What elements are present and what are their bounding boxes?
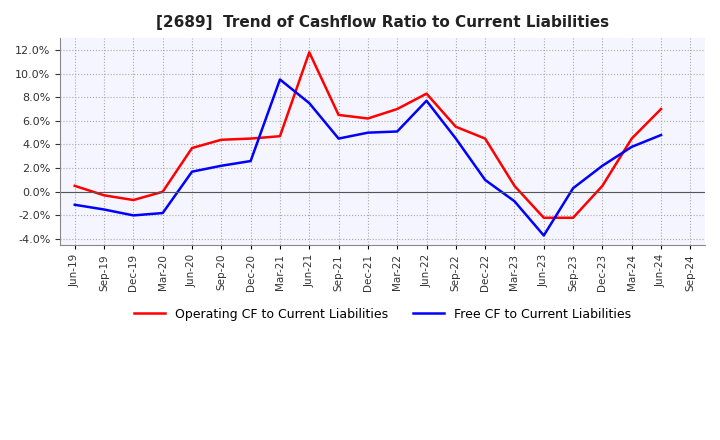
Free CF to Current Liabilities: [305, 100, 314, 106]
Free CF to Current Liabilities: [217, 163, 225, 169]
Free CF to Current Liabilities: [451, 136, 460, 141]
Title: [2689]  Trend of Cashflow Ratio to Current Liabilities: [2689] Trend of Cashflow Ratio to Curren…: [156, 15, 609, 30]
Operating CF to Current Liabilities: [276, 134, 284, 139]
Operating CF to Current Liabilities: [129, 198, 138, 203]
Operating CF to Current Liabilities: [627, 136, 636, 141]
Free CF to Current Liabilities: [598, 163, 607, 169]
Line: Operating CF to Current Liabilities: Operating CF to Current Liabilities: [75, 52, 661, 218]
Free CF to Current Liabilities: [539, 233, 548, 238]
Operating CF to Current Liabilities: [539, 215, 548, 220]
Free CF to Current Liabilities: [276, 77, 284, 82]
Free CF to Current Liabilities: [481, 177, 490, 183]
Free CF to Current Liabilities: [334, 136, 343, 141]
Free CF to Current Liabilities: [364, 130, 372, 136]
Operating CF to Current Liabilities: [305, 50, 314, 55]
Free CF to Current Liabilities: [569, 186, 577, 191]
Operating CF to Current Liabilities: [481, 136, 490, 141]
Operating CF to Current Liabilities: [451, 124, 460, 129]
Legend: Operating CF to Current Liabilities, Free CF to Current Liabilities: Operating CF to Current Liabilities, Fre…: [129, 303, 636, 326]
Free CF to Current Liabilities: [158, 210, 167, 216]
Operating CF to Current Liabilities: [188, 145, 197, 150]
Operating CF to Current Liabilities: [364, 116, 372, 121]
Operating CF to Current Liabilities: [598, 183, 607, 188]
Free CF to Current Liabilities: [422, 98, 431, 103]
Free CF to Current Liabilities: [393, 129, 402, 134]
Operating CF to Current Liabilities: [217, 137, 225, 143]
Free CF to Current Liabilities: [627, 144, 636, 150]
Free CF to Current Liabilities: [246, 158, 255, 164]
Free CF to Current Liabilities: [510, 198, 519, 204]
Operating CF to Current Liabilities: [422, 91, 431, 96]
Operating CF to Current Liabilities: [569, 215, 577, 220]
Operating CF to Current Liabilities: [657, 106, 665, 112]
Operating CF to Current Liabilities: [393, 106, 402, 112]
Free CF to Current Liabilities: [129, 213, 138, 218]
Operating CF to Current Liabilities: [158, 189, 167, 194]
Operating CF to Current Liabilities: [246, 136, 255, 141]
Line: Free CF to Current Liabilities: Free CF to Current Liabilities: [75, 80, 661, 235]
Operating CF to Current Liabilities: [334, 112, 343, 117]
Operating CF to Current Liabilities: [100, 193, 109, 198]
Free CF to Current Liabilities: [657, 132, 665, 138]
Free CF to Current Liabilities: [71, 202, 79, 207]
Operating CF to Current Liabilities: [510, 183, 519, 188]
Free CF to Current Liabilities: [100, 207, 109, 212]
Free CF to Current Liabilities: [188, 169, 197, 174]
Operating CF to Current Liabilities: [71, 183, 79, 188]
